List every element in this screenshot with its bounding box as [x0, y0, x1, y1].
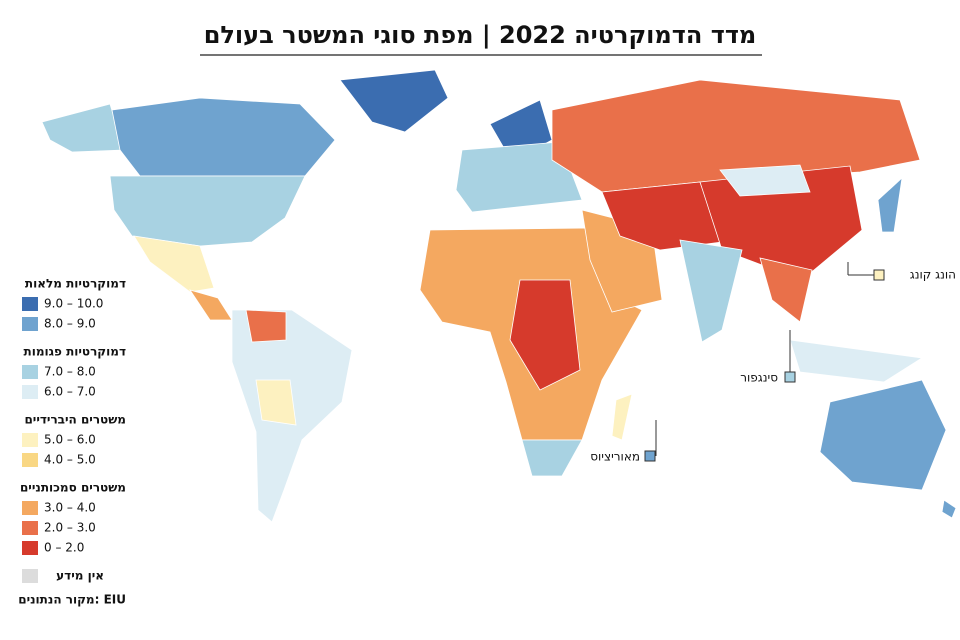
callout-label: הונג קונג — [910, 268, 956, 282]
legend-swatch — [22, 501, 38, 515]
legend-swatch — [22, 521, 38, 535]
mongolia — [719, 164, 811, 197]
legend-swatch — [22, 541, 38, 555]
southeast-asia — [759, 257, 813, 323]
world-map — [41, 69, 957, 523]
legend-swatch — [22, 365, 38, 379]
australia — [819, 379, 947, 491]
europe — [455, 141, 583, 213]
legend-label: 3.0 – 4.0 — [44, 501, 96, 515]
new-zealand — [941, 499, 957, 519]
legend-swatch — [22, 453, 38, 467]
venezuela — [245, 309, 287, 343]
legend-swatch — [22, 317, 38, 331]
madagascar — [611, 393, 633, 441]
legend-label: 8.0 – 9.0 — [44, 317, 96, 331]
legend-label: 7.0 – 8.0 — [44, 365, 96, 379]
central-america — [189, 289, 233, 321]
alaska — [41, 103, 125, 153]
legend-group-title: דמוקרטיות פגומות — [24, 345, 126, 359]
usa — [109, 175, 306, 247]
legend-swatch — [22, 385, 38, 399]
legend-group-title: משטרים היברידיים — [24, 413, 126, 427]
callout-swatch — [784, 371, 796, 383]
callout-label: מאוריציוס — [590, 450, 640, 464]
legend-group-title: משטרים סמכותניים — [20, 481, 126, 495]
legend-label: 6.0 – 7.0 — [44, 385, 96, 399]
japan — [877, 176, 903, 233]
russia — [551, 79, 921, 193]
legend-group-title: דמוקרטיות מלאות — [25, 277, 126, 291]
central-africa — [509, 279, 581, 391]
southern-africa — [521, 439, 583, 477]
legend-swatch — [22, 297, 38, 311]
mexico — [133, 235, 215, 293]
callout-label: סינגפור — [740, 371, 778, 385]
callout-swatch — [644, 450, 656, 462]
legend-label: 4.0 – 5.0 — [44, 453, 96, 467]
legend: דמוקרטיות מלאות 9.0 – 10.0 8.0 – 9.0 דמוקרט… — [20, 277, 126, 583]
legend-label: 5.0 – 6.0 — [44, 433, 96, 447]
greenland — [339, 69, 449, 133]
callouts: הונג קונג סינגפור מאוריציוס — [590, 262, 956, 464]
legend-label: 2.0 – 3.0 — [44, 521, 96, 535]
bolivia — [255, 379, 297, 426]
legend-label: 0 – 2.0 — [44, 541, 84, 555]
legend-label: 9.0 – 10.0 — [44, 297, 103, 311]
legend-swatch — [22, 433, 38, 447]
legend-swatch — [22, 569, 38, 583]
india — [679, 239, 743, 343]
canada — [111, 97, 336, 177]
map-title: מדד הדמוקרטיה 2022 | מפת סוגי המשטר בעול… — [204, 21, 757, 49]
source-note: מקור הנתונים: EIU — [18, 593, 126, 607]
callout-swatch — [873, 269, 885, 281]
indonesia — [789, 339, 924, 383]
legend-label: אין מידע — [56, 569, 104, 583]
